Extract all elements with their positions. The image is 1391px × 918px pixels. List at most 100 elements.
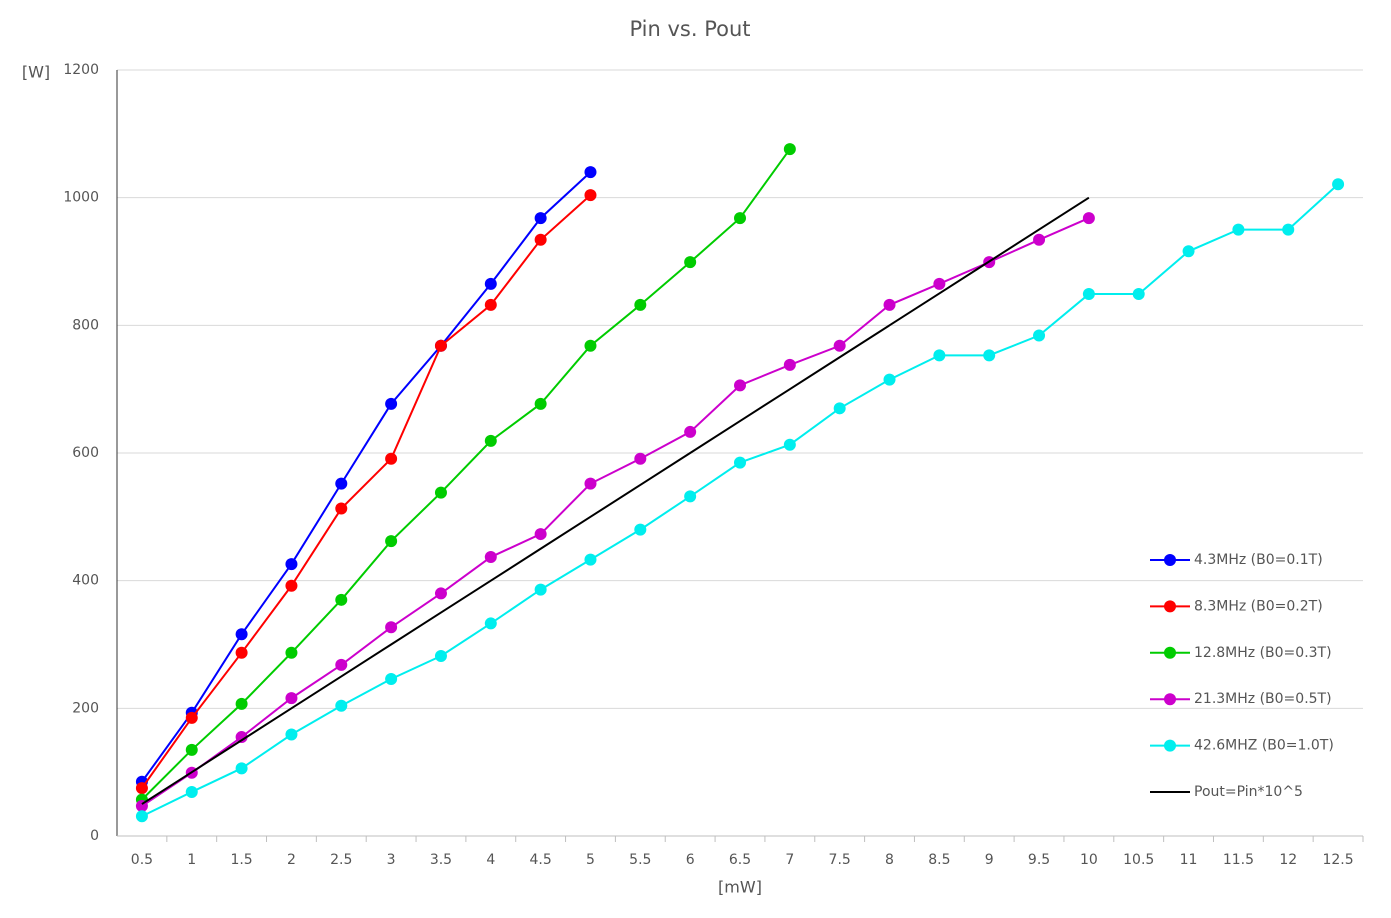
series-line <box>141 183 1339 818</box>
data-point <box>434 339 447 352</box>
data-point <box>285 692 298 705</box>
x-tick-label: 9 <box>985 852 994 868</box>
data-point <box>185 711 198 724</box>
data-point <box>185 743 198 756</box>
data-point <box>235 646 248 659</box>
data-point <box>833 402 846 415</box>
series-line <box>141 196 1090 805</box>
legend-marker <box>1164 646 1176 659</box>
data-point <box>484 434 497 447</box>
data-point <box>235 762 248 775</box>
data-point <box>883 298 896 311</box>
x-tick-label: 9.5 <box>1028 852 1050 868</box>
data-point <box>783 438 796 451</box>
x-tick-label: 8.5 <box>928 852 950 868</box>
data-point <box>185 785 198 798</box>
y-tick-label: 0 <box>90 828 99 844</box>
x-tick-label: 8 <box>885 852 894 868</box>
x-tick-label: 2 <box>287 852 296 868</box>
legend-label: 8.3MHz (B0=0.2T) <box>1194 598 1323 614</box>
x-tick-label: 5.5 <box>629 852 651 868</box>
data-point <box>634 523 647 536</box>
x-tick-label: 7 <box>785 852 794 868</box>
data-point <box>434 587 447 600</box>
data-point <box>335 658 348 671</box>
x-tick-label: 3.5 <box>430 852 452 868</box>
data-point <box>584 189 597 202</box>
x-tick-label: 10.5 <box>1123 852 1154 868</box>
legend-label: 21.3MHz (B0=0.5T) <box>1194 691 1332 707</box>
data-point <box>385 452 398 465</box>
data-point <box>634 452 647 465</box>
data-point <box>933 349 946 362</box>
x-tick-label: 6.5 <box>729 852 751 868</box>
data-point <box>1132 288 1145 301</box>
data-point <box>285 579 298 592</box>
legend-label: 4.3MHz (B0=0.1T) <box>1194 552 1323 568</box>
data-point <box>1082 212 1095 225</box>
x-tick-label: 4 <box>486 852 495 868</box>
data-point <box>235 697 248 710</box>
x-tick-label: 1 <box>187 852 196 868</box>
legend-label: 42.6MHZ (B0=1.0T) <box>1194 738 1334 754</box>
legend-marker <box>1164 600 1176 613</box>
data-point <box>684 256 697 269</box>
data-point <box>584 553 597 566</box>
data-point <box>235 731 248 744</box>
legend-marker <box>1164 554 1176 566</box>
data-point <box>484 298 497 311</box>
data-point <box>484 617 497 630</box>
x-axis-label: [mW] <box>718 878 762 897</box>
x-tick-label: 2.5 <box>330 852 352 868</box>
x-tick-label: 12.5 <box>1322 852 1353 868</box>
series-line <box>141 217 1090 807</box>
legend-marker <box>1164 739 1176 752</box>
series-line <box>141 171 592 783</box>
data-point <box>1232 223 1245 236</box>
x-tick-label: 5 <box>586 852 595 868</box>
data-point <box>1082 288 1095 301</box>
data-point <box>584 166 597 179</box>
data-point <box>335 593 348 606</box>
data-point <box>584 477 597 490</box>
y-tick-label: 800 <box>72 317 99 333</box>
data-point <box>135 810 148 823</box>
x-tick-label: 3 <box>387 852 396 868</box>
x-tick-label: 10 <box>1080 852 1098 868</box>
y-tick-label: 200 <box>72 700 99 716</box>
x-tick-label: 1.5 <box>230 852 252 868</box>
data-point <box>484 551 497 564</box>
legend-label: 12.8MHz (B0=0.3T) <box>1194 645 1332 661</box>
data-point <box>385 535 398 548</box>
y-axis-label: [W] <box>22 63 50 82</box>
x-tick-label: 0.5 <box>131 852 153 868</box>
data-point <box>684 490 697 503</box>
chart-title: Pin vs. Pout <box>629 17 750 41</box>
x-tick-label: 7.5 <box>829 852 851 868</box>
data-point <box>883 373 896 386</box>
x-tick-label: 11 <box>1180 852 1198 868</box>
data-point <box>933 277 946 290</box>
data-point <box>783 143 796 156</box>
series-line <box>141 194 592 789</box>
data-point <box>385 672 398 685</box>
y-tick-label: 400 <box>72 573 99 589</box>
data-point <box>235 628 248 641</box>
data-point <box>1332 178 1345 191</box>
y-tick-label: 1000 <box>63 190 99 206</box>
data-point <box>983 349 996 362</box>
x-tick-label: 11.5 <box>1223 852 1254 868</box>
data-point <box>584 339 597 352</box>
legend-marker <box>1164 693 1176 706</box>
data-point <box>135 782 148 795</box>
x-tick-label: 4.5 <box>530 852 552 868</box>
x-tick-label: 6 <box>686 852 695 868</box>
data-point <box>335 477 348 490</box>
data-point <box>285 558 298 571</box>
data-point <box>335 699 348 712</box>
data-point <box>335 502 348 515</box>
data-point <box>434 649 447 662</box>
data-point <box>734 212 746 225</box>
data-point <box>1182 245 1195 258</box>
